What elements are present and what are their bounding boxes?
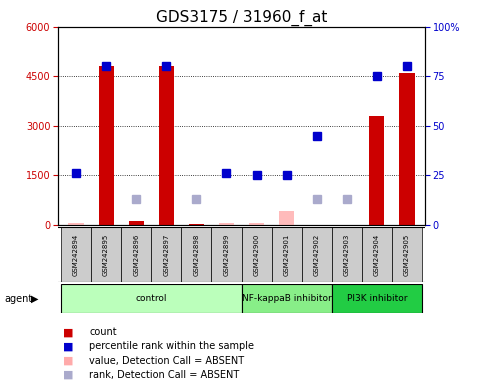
Text: GSM242899: GSM242899 <box>224 233 229 276</box>
Bar <box>271 227 302 282</box>
Bar <box>121 227 151 282</box>
Bar <box>279 212 294 225</box>
Bar <box>392 227 422 282</box>
Text: ■: ■ <box>63 370 73 380</box>
Text: GSM242902: GSM242902 <box>314 233 320 276</box>
Text: GSM242897: GSM242897 <box>163 233 169 276</box>
Bar <box>399 73 414 225</box>
Bar <box>242 227 271 282</box>
Text: ▶: ▶ <box>31 294 39 304</box>
Text: rank, Detection Call = ABSENT: rank, Detection Call = ABSENT <box>89 370 240 380</box>
Text: GSM242895: GSM242895 <box>103 233 109 276</box>
Bar <box>219 223 234 225</box>
Bar <box>61 284 242 313</box>
Bar <box>61 227 91 282</box>
Text: control: control <box>136 294 167 303</box>
Text: count: count <box>89 327 117 337</box>
Text: percentile rank within the sample: percentile rank within the sample <box>89 341 255 351</box>
Bar <box>99 66 114 225</box>
Bar <box>219 223 234 225</box>
Bar <box>181 227 212 282</box>
Bar <box>212 227 242 282</box>
Text: GSM242896: GSM242896 <box>133 233 139 276</box>
Bar <box>332 227 362 282</box>
Bar <box>69 223 84 225</box>
Bar <box>362 227 392 282</box>
Text: ■: ■ <box>63 356 73 366</box>
Text: value, Detection Call = ABSENT: value, Detection Call = ABSENT <box>89 356 244 366</box>
Bar <box>279 220 294 225</box>
Text: NF-kappaB inhibitor: NF-kappaB inhibitor <box>242 294 331 303</box>
Bar <box>302 227 332 282</box>
Text: GSM242901: GSM242901 <box>284 233 290 276</box>
Bar <box>369 116 384 225</box>
Bar <box>249 223 264 225</box>
Text: ■: ■ <box>63 341 73 351</box>
Text: PI3K inhibitor: PI3K inhibitor <box>347 294 407 303</box>
Bar <box>69 223 84 225</box>
Bar <box>242 284 332 313</box>
Text: GSM242894: GSM242894 <box>73 233 79 276</box>
Text: GSM242903: GSM242903 <box>344 233 350 276</box>
Bar <box>159 66 174 225</box>
Text: agent: agent <box>5 294 33 304</box>
Bar <box>332 284 422 313</box>
Bar <box>128 221 144 225</box>
Title: GDS3175 / 31960_f_at: GDS3175 / 31960_f_at <box>156 9 327 25</box>
Bar <box>249 223 264 225</box>
Text: GSM242898: GSM242898 <box>193 233 199 276</box>
Text: ■: ■ <box>63 327 73 337</box>
Bar <box>151 227 181 282</box>
Bar <box>189 223 204 225</box>
Text: GSM242905: GSM242905 <box>404 233 410 276</box>
Bar <box>91 227 121 282</box>
Text: GSM242904: GSM242904 <box>374 233 380 276</box>
Text: GSM242900: GSM242900 <box>254 233 259 276</box>
